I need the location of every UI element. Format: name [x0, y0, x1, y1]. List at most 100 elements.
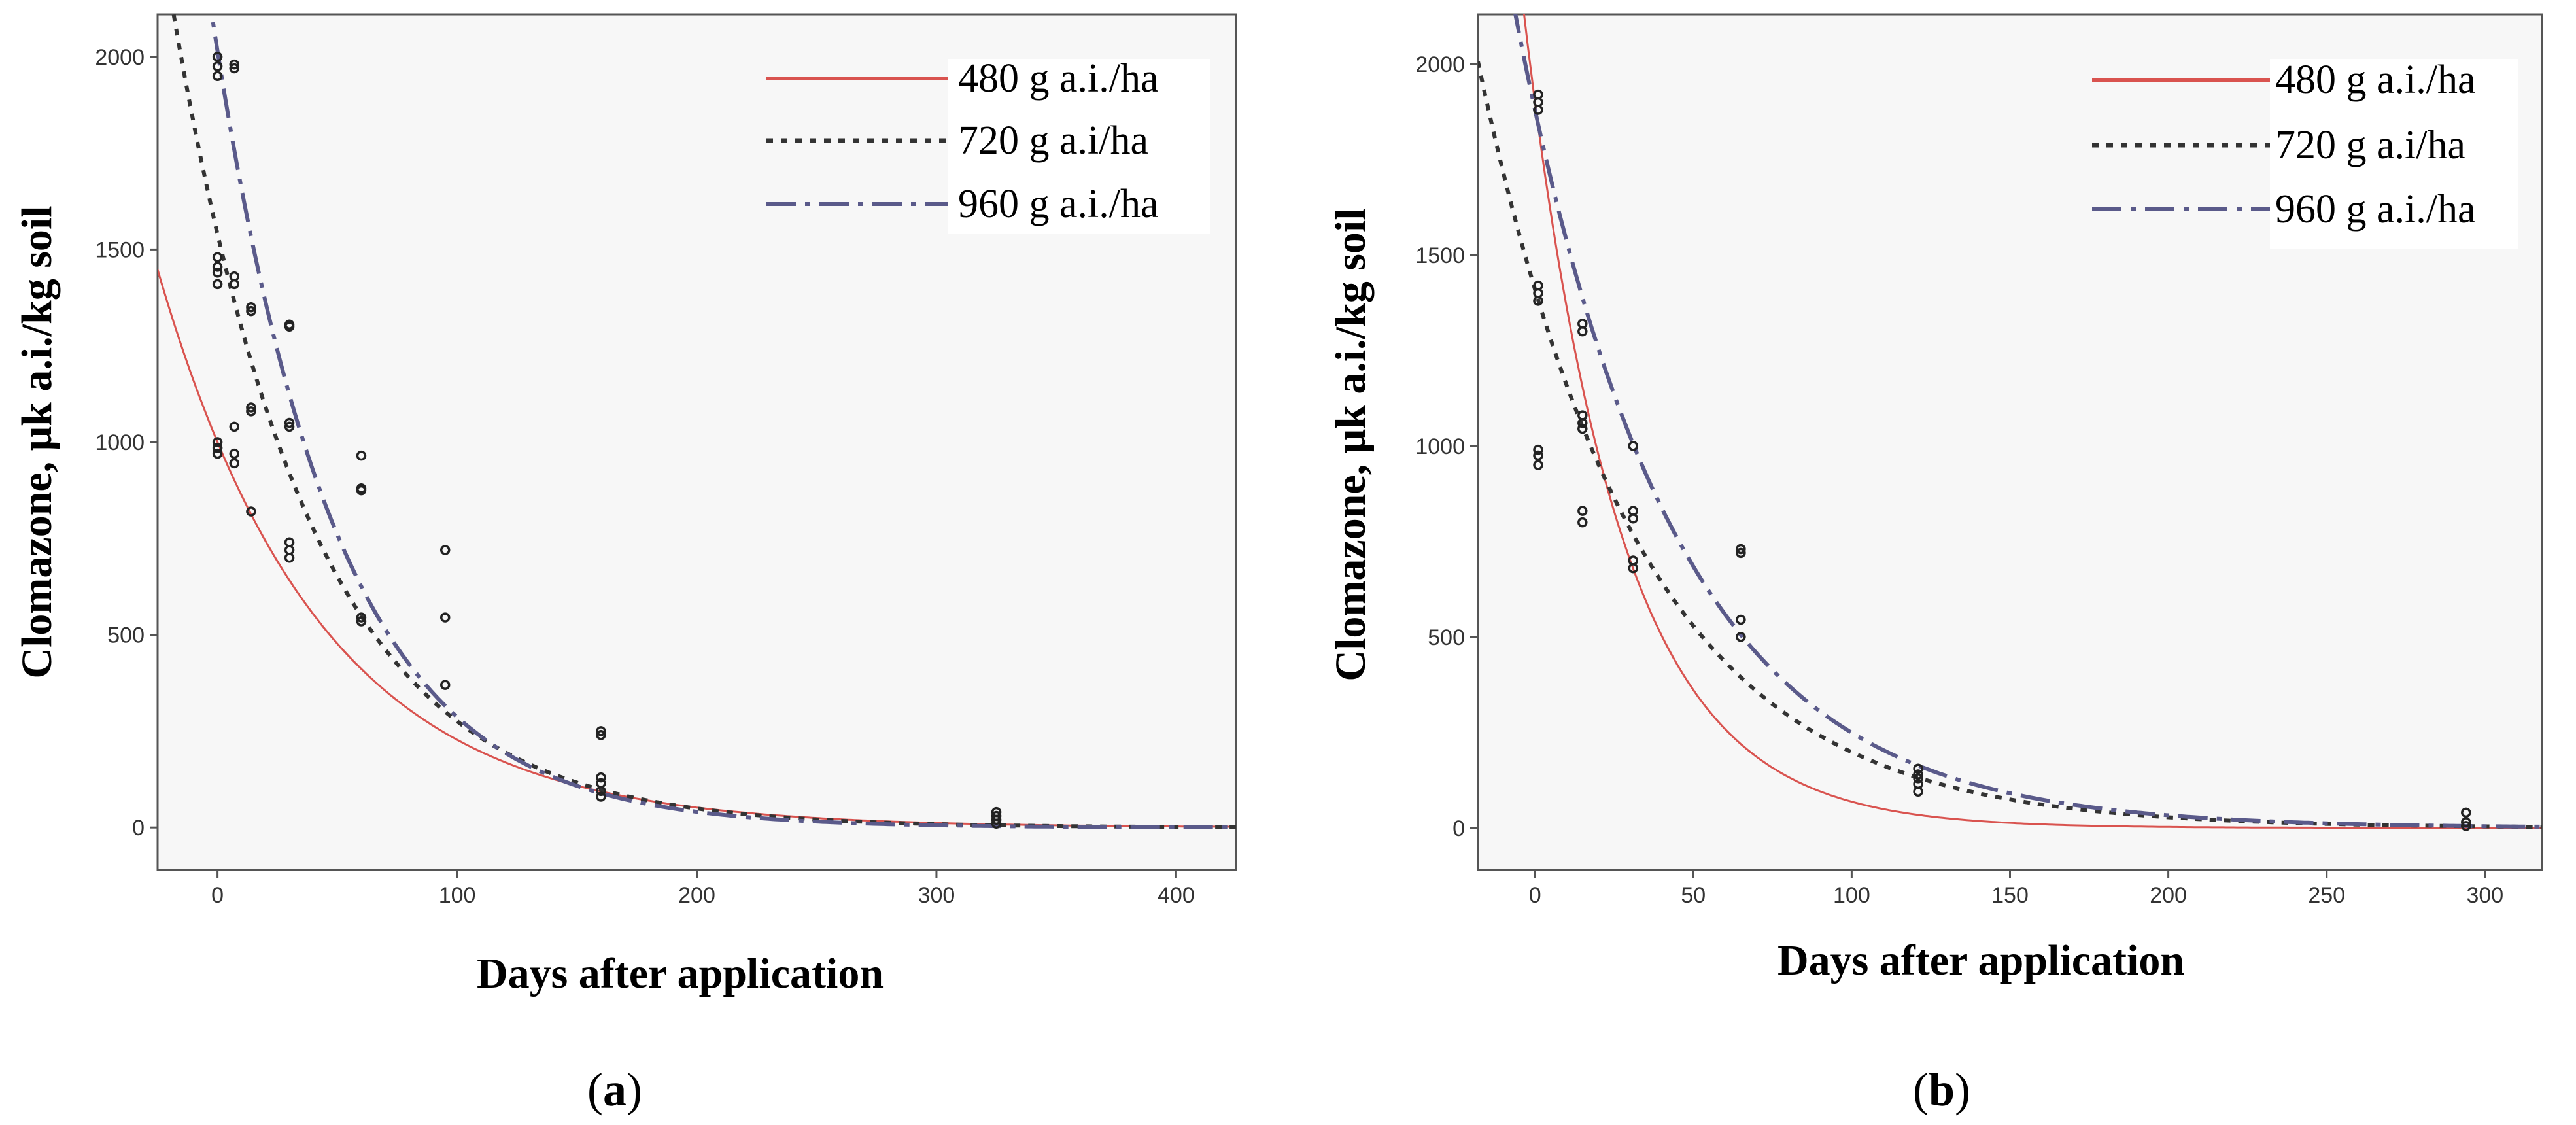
data-point — [356, 485, 367, 496]
data-point — [284, 553, 295, 563]
legend-label-720: 720 g a.i/ha — [958, 118, 1148, 163]
data-point — [1736, 614, 1746, 625]
data-point — [212, 61, 223, 72]
data-point — [2461, 821, 2471, 831]
data-point — [1533, 450, 1543, 461]
data-point — [356, 450, 367, 461]
y-ticks: 0 500 1000 1500 2000 — [1415, 52, 1478, 841]
x-tick-label: 250 — [2308, 883, 2345, 908]
data-point — [1533, 444, 1543, 455]
panel-label: (a) — [587, 1064, 642, 1116]
x-ticks: 0 100 200 300 400 — [211, 870, 1195, 908]
data-point — [246, 506, 256, 517]
data-point — [1628, 562, 1639, 574]
x-tick-label: 300 — [918, 883, 955, 908]
chart-a-svg: 0 500 1000 1500 2000 0 100 200 300 400 480 g a.i… — [13, 13, 1237, 1116]
data-point — [2461, 807, 2471, 818]
data-point — [596, 730, 606, 740]
data-point — [212, 262, 223, 272]
data-point — [356, 612, 367, 623]
data-point — [1913, 786, 1923, 797]
legend: 480 g a.i./ha 720 g a.i/ha 960 g a.i./ha — [2092, 58, 2518, 249]
series-curve — [1522, 14, 2542, 829]
y-axis-title: Clomazone, μk a.i./kg soil — [1327, 208, 1375, 681]
data-point — [1577, 418, 1588, 428]
data-point — [229, 279, 240, 290]
y-tick-label: 1500 — [95, 237, 145, 262]
data-point — [212, 279, 223, 290]
data-point — [212, 52, 223, 62]
data-point — [212, 268, 223, 278]
data-point — [212, 443, 223, 453]
legend-background — [948, 59, 1210, 234]
data-point — [1913, 773, 1923, 784]
series-curve — [1513, 14, 2542, 829]
data-point — [246, 406, 256, 417]
data-point — [596, 772, 606, 783]
data-point — [1736, 632, 1746, 642]
data-point — [229, 59, 240, 70]
legend-label-480: 480 g a.i./ha — [2275, 58, 2476, 102]
chart-panel-b: 0 500 1000 1500 2000 0 50 100 150 200 250 300 480 … — [1288, 0, 2575, 1125]
data-point — [1577, 517, 1588, 528]
data-point — [212, 71, 223, 82]
data-point — [212, 448, 223, 459]
data-point — [1913, 763, 1923, 774]
legend-label-720: 720 g a.i/ha — [2275, 123, 2465, 167]
x-axis-title: Days after application — [1777, 937, 2184, 984]
data-point — [1628, 513, 1639, 524]
points — [1533, 89, 2471, 831]
data-point — [439, 545, 451, 555]
x-tick-label: 100 — [439, 883, 476, 908]
data-point — [356, 616, 367, 627]
curves — [1478, 14, 2542, 829]
data-point — [1533, 296, 1543, 306]
x-tick-label: 100 — [1833, 883, 1870, 908]
data-point — [229, 458, 240, 469]
series-curve — [209, 14, 1236, 829]
data-point — [246, 302, 256, 313]
x-tick-label: 0 — [211, 883, 224, 908]
legend: 480 g a.i./ha 720 g a.i/ha 960 g a.i./ha — [766, 56, 1210, 234]
panel-letter: b — [1929, 1064, 1955, 1116]
data-point — [596, 791, 606, 802]
y-tick-label: 2000 — [1415, 52, 1465, 77]
y-axis-title: Clomazone, μk a.i./kg soil — [13, 205, 61, 678]
y-tick-label: 1000 — [95, 430, 145, 455]
y-tick-label: 0 — [1452, 816, 1465, 841]
data-point — [229, 421, 240, 432]
legend-label-480: 480 g a.i./ha — [958, 56, 1159, 101]
y-tick-label: 1500 — [1415, 243, 1465, 268]
data-point — [284, 421, 295, 432]
x-tick-label: 150 — [1991, 883, 2029, 908]
x-tick-label: 300 — [2466, 883, 2503, 908]
chart-b-svg: 0 500 1000 1500 2000 0 50 100 150 200 250 300 480 … — [1327, 13, 2543, 1116]
data-point — [439, 680, 451, 690]
panel-label: (b) — [1913, 1064, 1970, 1116]
data-point — [1533, 460, 1543, 470]
y-tick-label: 2000 — [95, 45, 145, 70]
series-curve — [1478, 61, 2542, 829]
data-point — [229, 448, 240, 459]
points — [212, 52, 1002, 829]
data-point — [1736, 544, 1746, 555]
x-tick-label: 0 — [1529, 883, 1541, 908]
data-point — [212, 252, 223, 262]
data-point — [1533, 105, 1543, 115]
chart-panel-a: 0 500 1000 1500 2000 0 100 200 300 400 480 g a.i… — [13, 13, 1237, 1116]
y-ticks: 0 500 1000 1500 2000 — [95, 45, 158, 840]
data-point — [2461, 817, 2471, 827]
legend-label-960: 960 g a.i./ha — [958, 182, 1159, 226]
x-tick-label: 50 — [1681, 883, 1706, 908]
data-point — [1577, 423, 1588, 434]
data-point — [246, 305, 256, 317]
curves — [158, 14, 1236, 829]
data-point — [229, 63, 240, 74]
data-point — [1628, 441, 1639, 451]
x-axis-title: Days after application — [477, 950, 884, 997]
y-tick-label: 500 — [107, 623, 145, 648]
data-point — [991, 814, 1002, 825]
y-tick-label: 500 — [1428, 625, 1465, 650]
panel-letter: a — [603, 1064, 627, 1116]
x-tick-label: 200 — [2150, 883, 2187, 908]
